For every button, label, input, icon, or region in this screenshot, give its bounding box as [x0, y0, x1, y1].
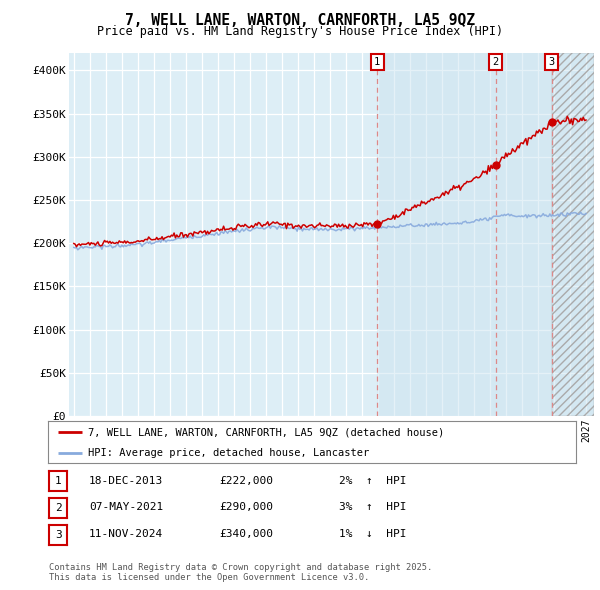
Text: 7, WELL LANE, WARTON, CARNFORTH, LA5 9QZ: 7, WELL LANE, WARTON, CARNFORTH, LA5 9QZ — [125, 13, 475, 28]
Text: 3: 3 — [548, 57, 555, 67]
Text: 1%  ↓  HPI: 1% ↓ HPI — [339, 529, 407, 539]
Text: 1: 1 — [374, 57, 380, 67]
Text: 2: 2 — [493, 57, 499, 67]
Text: HPI: Average price, detached house, Lancaster: HPI: Average price, detached house, Lanc… — [88, 448, 369, 457]
Text: 3%  ↑  HPI: 3% ↑ HPI — [339, 503, 407, 512]
Bar — [377, 53, 594, 416]
Text: Contains HM Land Registry data © Crown copyright and database right 2025.
This d: Contains HM Land Registry data © Crown c… — [49, 563, 433, 582]
Text: 3: 3 — [55, 530, 62, 539]
Text: 2%  ↑  HPI: 2% ↑ HPI — [339, 476, 407, 486]
Text: £340,000: £340,000 — [219, 529, 273, 539]
Text: 2: 2 — [55, 503, 62, 513]
Text: 1: 1 — [55, 477, 62, 486]
Text: Price paid vs. HM Land Registry's House Price Index (HPI): Price paid vs. HM Land Registry's House … — [97, 25, 503, 38]
Text: 07-MAY-2021: 07-MAY-2021 — [89, 503, 163, 512]
Bar — [552, 53, 594, 416]
Text: £222,000: £222,000 — [219, 476, 273, 486]
Text: 18-DEC-2013: 18-DEC-2013 — [89, 476, 163, 486]
Text: £290,000: £290,000 — [219, 503, 273, 512]
Text: 7, WELL LANE, WARTON, CARNFORTH, LA5 9QZ (detached house): 7, WELL LANE, WARTON, CARNFORTH, LA5 9QZ… — [88, 427, 444, 437]
Text: 11-NOV-2024: 11-NOV-2024 — [89, 529, 163, 539]
